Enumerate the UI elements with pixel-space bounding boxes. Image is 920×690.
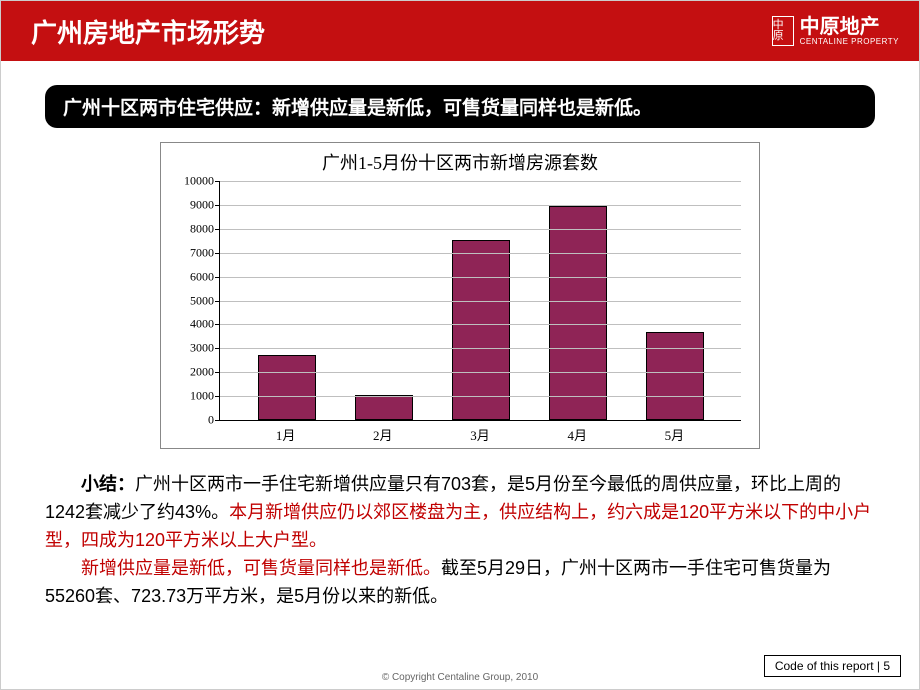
chart-title: 广州1-5月份十区两市新增房源套数: [171, 149, 749, 175]
chart-plot-area: 0100020003000400050006000700080009000100…: [219, 181, 741, 421]
subtitle-banner: 广州十区两市住宅供应：新增供应量是新低，可售货量同样也是新低。: [45, 85, 875, 128]
brand-logo: 中原 中原地产 CENTALINE PROPERTY: [772, 16, 899, 47]
page-code-box: Code of this report | 5: [764, 655, 901, 677]
chart-x-label: 1月: [237, 425, 334, 444]
chart-gridline: [215, 253, 741, 254]
logo-badge-icon: 中原: [772, 16, 794, 46]
chart-x-label: 5月: [626, 425, 723, 444]
chart-bar: [452, 240, 510, 420]
chart-gridline: [215, 229, 741, 230]
chart-bar: [549, 206, 607, 420]
chart-x-label: 3月: [431, 425, 528, 444]
chart-gridline: [215, 348, 741, 349]
summary-label: 小结：: [81, 474, 135, 494]
chart-y-label: 3000: [172, 341, 214, 356]
chart-y-label: 2000: [172, 365, 214, 380]
chart-gridline: [215, 372, 741, 373]
page-title: 广州房地产市场形势: [31, 13, 265, 50]
chart-tick: [215, 324, 220, 325]
chart-y-label: 6000: [172, 269, 214, 284]
banner-prefix: 广州十区两市住宅供应：: [63, 98, 272, 119]
chart-bar: [646, 332, 704, 420]
chart-tick: [215, 301, 220, 302]
chart-y-label: 4000: [172, 317, 214, 332]
chart-y-label: 7000: [172, 245, 214, 260]
logo-text: 中原地产 CENTALINE PROPERTY: [800, 16, 899, 47]
chart-gridline: [215, 277, 741, 278]
chart-container: 广州1-5月份十区两市新增房源套数 0100020003000400050006…: [160, 142, 760, 449]
banner-suffix: 新增供应量是新低，可售货量同样也是新低。: [272, 98, 652, 119]
chart-y-label: 5000: [172, 293, 214, 308]
summary-text: 小结：广州十区两市一手住宅新增供应量只有703套，是5月份至今最低的周供应量，环…: [45, 471, 875, 610]
chart-tick: [215, 277, 220, 278]
chart-tick: [215, 372, 220, 373]
chart-x-label: 2月: [334, 425, 431, 444]
header-bar: 广州房地产市场形势 中原 中原地产 CENTALINE PROPERTY: [1, 1, 919, 61]
chart-y-label: 10000: [172, 174, 214, 189]
chart-tick: [215, 420, 220, 421]
logo-main: 中原地产: [800, 16, 899, 38]
chart-tick: [215, 205, 220, 206]
chart-gridline: [215, 205, 741, 206]
chart-y-label: 8000: [172, 221, 214, 236]
chart-gridline: [215, 396, 741, 397]
chart-tick: [215, 348, 220, 349]
chart-gridline: [215, 324, 741, 325]
chart-tick: [215, 396, 220, 397]
chart-x-labels: 1月2月3月4月5月: [219, 421, 741, 444]
chart-x-label: 4月: [529, 425, 626, 444]
chart-tick: [215, 253, 220, 254]
chart-gridline: [215, 181, 741, 182]
logo-sub: CENTALINE PROPERTY: [800, 38, 899, 47]
chart-y-label: 0: [172, 413, 214, 428]
chart-y-label: 9000: [172, 197, 214, 212]
chart-bar: [258, 355, 316, 420]
chart-tick: [215, 229, 220, 230]
chart-tick: [215, 181, 220, 182]
chart-bar: [355, 395, 413, 420]
chart-gridline: [215, 301, 741, 302]
summary-p2-red: 新增供应量是新低，可售货量同样也是新低。: [81, 558, 441, 578]
chart-y-label: 1000: [172, 389, 214, 404]
